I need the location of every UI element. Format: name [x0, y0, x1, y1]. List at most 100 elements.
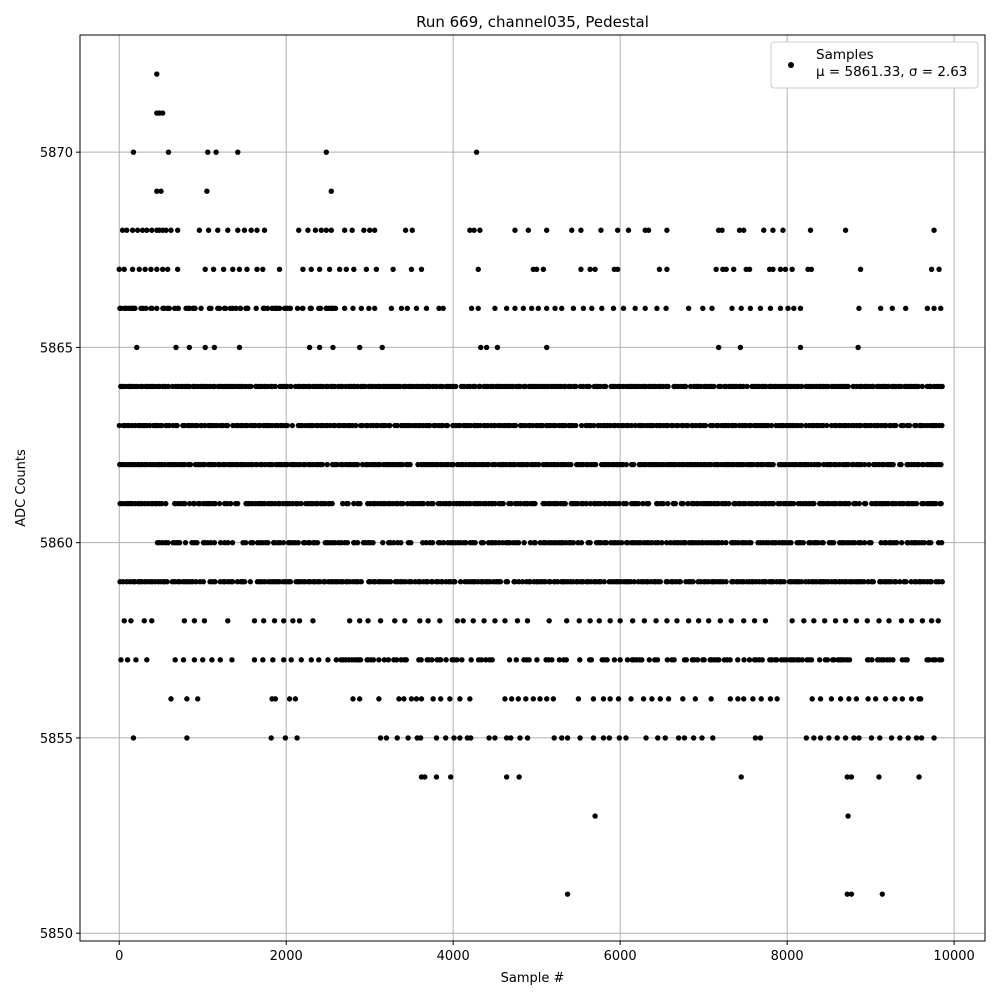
data-point: [632, 422, 638, 429]
data-point: [294, 735, 300, 741]
data-point: [822, 618, 828, 624]
data-point: [883, 422, 889, 429]
data-point: [770, 500, 777, 507]
data-point: [913, 735, 920, 741]
data-point: [423, 305, 430, 312]
data-point: [883, 539, 889, 546]
data-point: [438, 657, 444, 663]
data-point: [757, 735, 764, 741]
data-point: [271, 305, 278, 312]
data-point: [729, 305, 735, 312]
data-point: [376, 696, 382, 702]
data-point: [310, 618, 316, 624]
data-point: [294, 305, 301, 312]
data-point: [485, 461, 492, 468]
data-point: [372, 227, 378, 233]
data-point: [886, 618, 892, 624]
data-point: [537, 696, 543, 702]
data-point: [387, 422, 393, 429]
data-point: [149, 227, 155, 233]
data-point: [260, 266, 266, 273]
data-point: [913, 422, 919, 429]
data-point: [918, 696, 924, 702]
data-point: [116, 266, 122, 273]
data-point: [938, 539, 945, 546]
data-point: [520, 305, 527, 312]
data-point: [935, 618, 941, 624]
data-point: [328, 227, 334, 233]
data-point: [195, 696, 201, 702]
data-point: [758, 696, 764, 702]
data-point: [314, 539, 321, 546]
data-point: [119, 227, 126, 233]
data-point: [356, 696, 363, 702]
data-point: [939, 579, 945, 585]
data-point: [437, 696, 444, 702]
data-point: [563, 657, 569, 663]
data-point: [159, 422, 165, 429]
data-point: [726, 500, 732, 507]
data-point: [625, 227, 632, 233]
data-point: [430, 500, 436, 507]
data-point: [174, 227, 181, 233]
data-point: [148, 266, 154, 273]
data-point: [418, 696, 425, 702]
data-point: [477, 383, 483, 390]
data-point: [159, 266, 166, 273]
data-point: [524, 618, 531, 624]
data-point: [590, 696, 597, 702]
data-point: [906, 422, 913, 429]
data-point: [215, 305, 221, 312]
data-point: [492, 735, 498, 741]
data-point: [768, 422, 775, 429]
data-point: [690, 579, 696, 585]
data-point: [646, 657, 653, 663]
data-point: [326, 266, 333, 273]
data-point: [225, 227, 231, 233]
data-point: [292, 696, 299, 702]
data-point: [425, 618, 431, 624]
data-point: [207, 539, 214, 546]
data-point: [685, 500, 691, 507]
data-point: [523, 696, 529, 702]
data-point: [215, 227, 221, 233]
data-point: [272, 383, 278, 390]
data-point: [460, 618, 466, 624]
data-point: [138, 305, 144, 312]
data-point: [377, 735, 384, 741]
data-point: [516, 579, 522, 585]
data-point: [191, 657, 198, 663]
data-point: [400, 500, 406, 507]
data-point: [186, 344, 193, 351]
data-point: [674, 618, 680, 624]
data-point: [130, 735, 137, 741]
data-point: [130, 149, 137, 155]
data-point: [611, 657, 618, 663]
data-point: [842, 735, 849, 741]
data-point: [890, 461, 896, 468]
data-point: [174, 422, 180, 429]
data-point: [685, 305, 692, 312]
data-point: [144, 227, 150, 233]
data-point: [846, 500, 852, 507]
data-point: [403, 657, 409, 663]
data-point: [402, 227, 409, 233]
data-point: [168, 227, 174, 233]
data-point: [913, 500, 920, 507]
data-point: [861, 539, 868, 546]
data-point: [508, 696, 515, 702]
data-point: [221, 305, 228, 312]
data-point: [354, 461, 361, 468]
data-point: [217, 657, 223, 663]
data-point: [356, 618, 363, 624]
data-point: [781, 579, 787, 585]
data-point: [893, 539, 900, 546]
data-point: [444, 422, 451, 429]
data-point: [577, 735, 583, 741]
data-point: [916, 774, 922, 780]
data-point: [181, 618, 188, 624]
data-point: [165, 539, 171, 546]
data-point: [866, 461, 872, 468]
data-point: [184, 696, 190, 702]
data-point: [789, 266, 795, 273]
